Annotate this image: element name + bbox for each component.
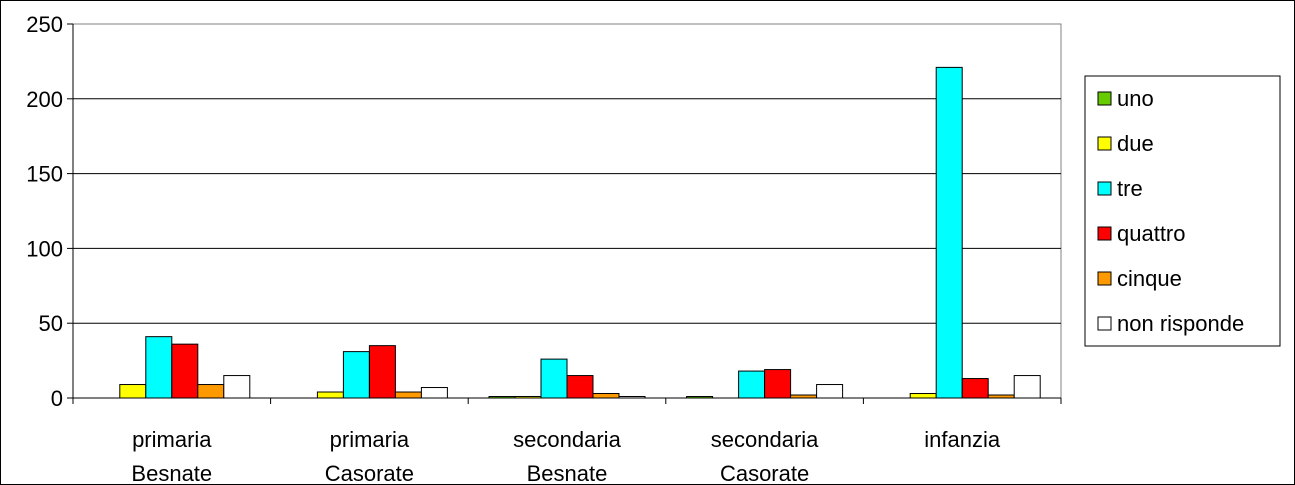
y-tick-labels: 0 50 100 150 200 250 bbox=[26, 12, 63, 411]
bar-due bbox=[316, 391, 344, 399]
bar-quattro bbox=[764, 369, 792, 399]
x-tick-label: Besnate bbox=[527, 461, 608, 485]
bar-non-risponde bbox=[1013, 375, 1041, 399]
legend-label: due bbox=[1117, 131, 1154, 156]
y-tick-label: 100 bbox=[26, 236, 63, 261]
bar-tre bbox=[145, 336, 173, 399]
y-tick-label: 150 bbox=[26, 162, 63, 187]
legend-label: quattro bbox=[1117, 221, 1186, 246]
legend-swatch bbox=[1097, 181, 1112, 196]
legend-label: non risponde bbox=[1117, 311, 1244, 336]
x-tick-label: Casorate bbox=[325, 461, 414, 485]
legend-label: tre bbox=[1117, 176, 1143, 201]
bar-due bbox=[909, 393, 937, 399]
legend-swatch bbox=[1097, 91, 1112, 106]
legend-swatch bbox=[1097, 226, 1112, 241]
y-tick-label: 200 bbox=[26, 87, 63, 112]
bar-non-risponde bbox=[420, 387, 448, 399]
x-tick-label: secondaria bbox=[711, 427, 819, 452]
x-tick-label: Besnate bbox=[131, 461, 212, 485]
bar-tre bbox=[935, 66, 963, 399]
bar-tre bbox=[540, 358, 568, 399]
legend-label: cinque bbox=[1117, 266, 1182, 291]
bar-quattro bbox=[171, 343, 199, 399]
plot-area bbox=[72, 23, 1062, 399]
bar-due bbox=[119, 384, 147, 399]
x-tick-labels: primaria Besnate primaria Casorate secondari… bbox=[131, 427, 1000, 485]
x-tick-label: secondaria bbox=[513, 427, 621, 452]
legend-swatch bbox=[1097, 271, 1112, 286]
x-tick-label: primaria bbox=[132, 427, 212, 452]
gridlines bbox=[73, 98, 1061, 324]
bar-cinque bbox=[592, 393, 620, 399]
legend-swatch bbox=[1097, 316, 1112, 331]
y-tick-label: 50 bbox=[39, 311, 63, 336]
legend-label: uno bbox=[1117, 86, 1154, 111]
bar-non-risponde bbox=[223, 375, 251, 399]
legend: uno due tre quattro cinque non risponde bbox=[1084, 75, 1281, 347]
bar-cinque bbox=[197, 384, 225, 399]
bar-tre bbox=[738, 370, 766, 399]
bar-quattro bbox=[368, 345, 396, 399]
axes bbox=[67, 23, 1062, 404]
y-tick-label: 250 bbox=[26, 12, 63, 37]
x-tick-label: primaria bbox=[330, 427, 410, 452]
bar-non-risponde bbox=[816, 384, 844, 399]
bar-quattro bbox=[566, 375, 594, 399]
legend-swatch bbox=[1097, 136, 1112, 151]
bar-cinque bbox=[394, 391, 422, 399]
bar-quattro bbox=[961, 378, 989, 399]
x-tick-label: infanzia bbox=[924, 427, 1001, 452]
y-tick-label: 0 bbox=[51, 386, 63, 411]
x-tick-label: Casorate bbox=[720, 461, 809, 485]
bar-tre bbox=[342, 351, 370, 399]
legend-box bbox=[1084, 75, 1281, 347]
